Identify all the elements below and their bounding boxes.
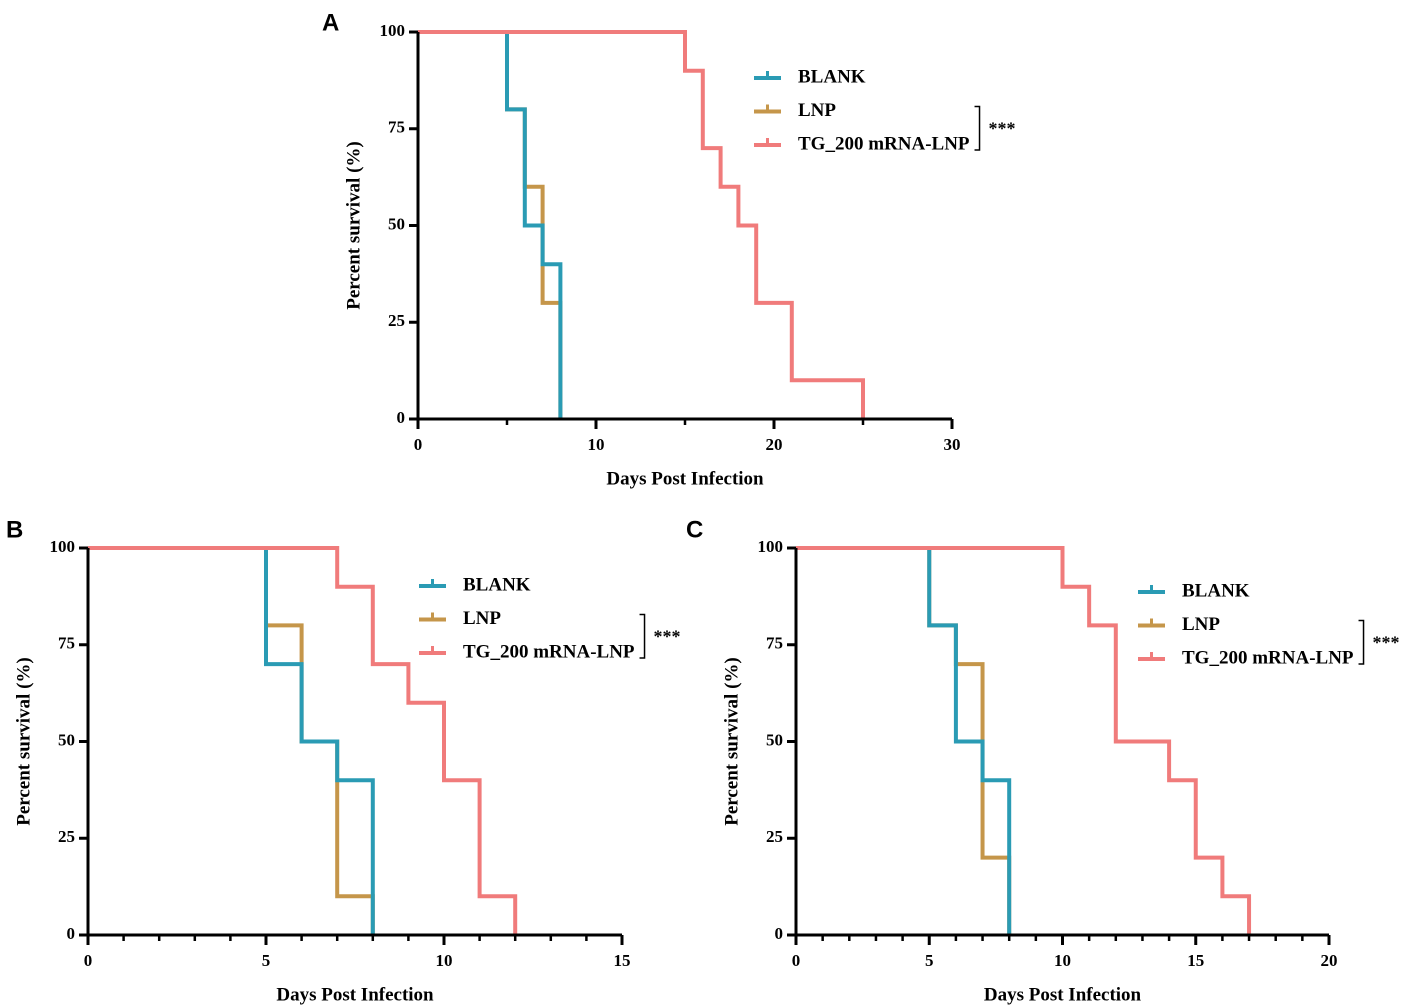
y-axis-title: Percent survival (%) (343, 141, 364, 310)
panel-a: A 0 25 50 75 100 0 10 20 30 Days Post Infection Per… (322, 9, 1016, 489)
significance-label: *** (989, 118, 1016, 138)
panel-b: B 0 25 50 75 100 0 5 10 15 Days Post Infection Perc… (6, 516, 681, 1005)
y-tick-label: 0 (775, 924, 784, 943)
y-axis-title: Percent survival (%) (13, 657, 34, 826)
x-tick-label: 15 (1187, 951, 1204, 970)
legend-label: BLANK (463, 574, 531, 595)
y-tick-label: 75 (58, 634, 75, 653)
legend-label: LNP (1182, 614, 1220, 635)
panel-letter: A (322, 9, 339, 36)
legend-label: LNP (463, 608, 501, 629)
x-tick-label: 5 (262, 951, 271, 970)
panel-letter: B (6, 516, 23, 543)
x-tick-label: 10 (1054, 951, 1071, 970)
curve-blank (418, 30, 563, 419)
y-tick-label: 25 (58, 827, 75, 846)
significance-label: *** (1373, 632, 1400, 652)
legend-label: TG_200 mRNA-LNP (1182, 647, 1354, 668)
y-tick-label: 100 (50, 537, 76, 556)
y-tick-label: 0 (397, 408, 406, 427)
x-axis-title: Days Post Infection (606, 468, 764, 489)
significance-bracket (974, 105, 981, 151)
x-tick-label: 10 (588, 435, 605, 454)
legend-label: BLANK (1182, 580, 1250, 601)
panel-c: C 0 25 50 75 100 0 5 10 15 20 Days Post Infection Pe… (686, 516, 1400, 1005)
x-tick-label: 5 (925, 951, 934, 970)
y-tick-label: 50 (388, 214, 405, 233)
y-tick-label: 25 (766, 827, 783, 846)
y-axis-title: Percent survival (%) (721, 657, 742, 826)
curve-tg-200-mrna-lnp (88, 546, 518, 935)
legend-label: TG_200 mRNA-LNP (798, 133, 970, 154)
y-tick-label: 50 (58, 730, 75, 749)
x-tick-label: 10 (436, 951, 453, 970)
curve-tg-200-mrna-lnp (796, 546, 1252, 935)
legend-label: LNP (798, 100, 836, 121)
x-tick-label: 30 (944, 435, 961, 454)
curve-blank (88, 546, 375, 935)
x-tick-label: 0 (792, 951, 801, 970)
legend: BLANK LNP TG_200 mRNA-LNP *** (1138, 580, 1400, 668)
curve-tg-200-mrna-lnp (418, 30, 865, 419)
panel-letter: C (686, 516, 703, 543)
x-tick-label: 15 (614, 951, 631, 970)
curve-blank (796, 546, 1012, 935)
x-tick-label: 20 (1321, 951, 1338, 970)
y-tick-label: 25 (388, 311, 405, 330)
legend-label: TG_200 mRNA-LNP (463, 641, 635, 662)
x-tick-label: 0 (84, 951, 93, 970)
x-tick-label: 20 (766, 435, 783, 454)
legend: BLANK LNP TG_200 mRNA-LNP *** (419, 574, 681, 662)
significance-bracket (639, 613, 646, 659)
y-tick-label: 100 (758, 537, 784, 556)
significance-bracket (1358, 619, 1365, 665)
y-tick-label: 50 (766, 730, 783, 749)
x-axis-title: Days Post Infection (276, 984, 434, 1005)
legend: BLANK LNP TG_200 mRNA-LNP *** (754, 66, 1016, 154)
legend-label: BLANK (798, 66, 866, 87)
y-tick-label: 75 (388, 118, 405, 137)
x-axis-title: Days Post Infection (984, 984, 1142, 1005)
y-tick-label: 75 (766, 634, 783, 653)
y-tick-label: 0 (67, 924, 76, 943)
y-tick-label: 100 (380, 21, 406, 40)
x-tick-label: 0 (414, 435, 423, 454)
significance-label: *** (654, 626, 681, 646)
